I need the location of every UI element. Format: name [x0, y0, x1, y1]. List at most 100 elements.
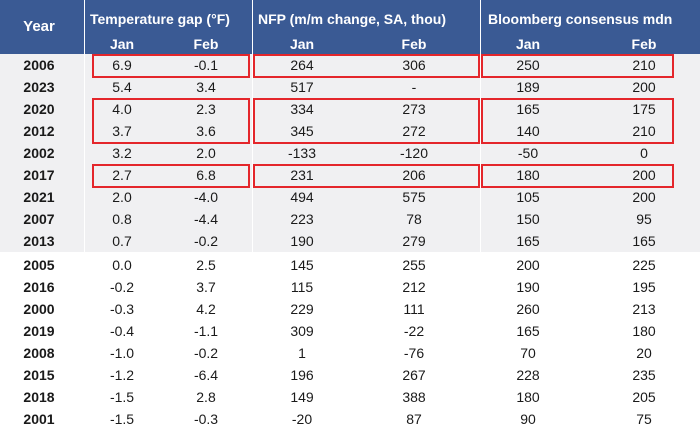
nfp-jan-cell: 309: [290, 323, 314, 339]
table-row: 2021 2.0 -4.0 494 575 105 200: [0, 186, 700, 208]
bloomberg-feb-cell: 195: [632, 279, 656, 295]
temp-feb-cell: 4.2: [196, 301, 216, 317]
temp-jan-cell: -1.2: [109, 367, 135, 383]
temp-jan-cell: 2.0: [112, 189, 132, 205]
highlight-box: [253, 98, 480, 144]
year-cell: 2001: [23, 411, 55, 427]
bloomberg-jan-cell: 140: [516, 123, 540, 139]
year-cell: 2005: [23, 257, 55, 273]
bloomberg-jan-cell: 260: [516, 301, 540, 317]
year-cell: 2023: [23, 79, 55, 95]
temp-feb-cell: -0.1: [193, 57, 219, 73]
nfp-jan-cell: 334: [290, 101, 314, 117]
column-divider: [252, 0, 253, 429]
temp-jan-cell: 0.7: [112, 233, 132, 249]
table-row: 2013 0.7 -0.2 190 279 165 165: [0, 230, 700, 252]
nfp-feb-cell: -: [411, 79, 417, 95]
highlight-box: [92, 164, 250, 188]
year-cell: 2021: [23, 189, 55, 205]
nfp-jan-cell: 345: [290, 123, 314, 139]
bloomberg-jan-cell: 165: [516, 101, 540, 117]
highlight-box: [481, 164, 674, 188]
bloomberg-consensus-header: Bloomberg consensus mdn: [488, 11, 673, 27]
nfp-feb-cell: -120: [399, 145, 429, 161]
temp-jan-cell: -0.2: [109, 279, 135, 295]
bloomberg-feb-cell: 20: [636, 345, 652, 361]
year-cell: 2016: [23, 279, 55, 295]
year-cell: 2012: [23, 123, 55, 139]
temp-jan-cell: -1.0: [109, 345, 135, 361]
nfp-jan-cell: 115: [290, 279, 314, 295]
bloomberg-jan-cell: 150: [516, 211, 540, 227]
temp-jan-cell: 3.2: [112, 145, 132, 161]
nfp-jan-header: Jan: [289, 36, 315, 52]
table-row: 2008 -1.0 -0.2 1 -76 70 20: [0, 342, 700, 364]
temp-jan-cell: -0.3: [109, 301, 135, 317]
table-row: 2015 -1.2 -6.4 196 267 228 235: [0, 364, 700, 386]
nfp-jan-cell: 1: [298, 345, 306, 361]
nfp-feb-cell: -76: [403, 345, 425, 361]
temp-jan-cell: 0.0: [112, 257, 132, 273]
table-row: 2016 -0.2 3.7 115 212 190 195: [0, 276, 700, 298]
bloomberg-jan-cell: 189: [516, 79, 540, 95]
temp-feb-cell: -6.4: [193, 367, 219, 383]
bloomberg-feb-cell: 0: [640, 145, 648, 161]
bloomberg-feb-cell: 75: [636, 411, 652, 427]
temp-jan-cell: -0.4: [109, 323, 135, 339]
temp-feb-cell: 6.8: [196, 167, 216, 183]
nfp-feb-cell: 306: [402, 57, 426, 73]
nfp-jan-cell: -133: [287, 145, 317, 161]
nfp-feb-cell: 272: [402, 123, 426, 139]
temp-feb-cell: 2.0: [196, 145, 216, 161]
nfp-jan-cell: 145: [290, 257, 314, 273]
nfp-jan-cell: 494: [290, 189, 314, 205]
nfp-jan-cell: 231: [290, 167, 314, 183]
year-cell: 2007: [23, 211, 55, 227]
temp-feb-cell: -0.2: [193, 345, 219, 361]
bloomberg-jan-cell: -50: [517, 145, 539, 161]
bloomberg-jan-cell: 180: [516, 167, 540, 183]
table-row: 2000 -0.3 4.2 229 111 260 213: [0, 298, 700, 320]
bloomberg-feb-cell: 200: [632, 79, 656, 95]
nfp-jan-cell: 517: [290, 79, 314, 95]
bloomberg-feb-cell: 210: [632, 123, 656, 139]
year-cell: 2002: [23, 145, 55, 161]
temp-jan-cell: 2.7: [112, 167, 132, 183]
bloomberg-jan-cell: 200: [516, 257, 540, 273]
nfp-feb-cell: 212: [402, 279, 426, 295]
column-divider: [84, 0, 85, 429]
temp-feb-cell: -4.0: [193, 189, 219, 205]
temp-feb-cell: -0.3: [193, 411, 219, 427]
table-row: 2020 4.0 2.3 334 273 165 175: [0, 98, 700, 120]
nfp-feb-cell: 575: [402, 189, 426, 205]
temp-jan-cell: 0.8: [112, 211, 132, 227]
temp-jan-cell: 6.9: [112, 57, 132, 73]
temp-feb-cell: 3.4: [196, 79, 216, 95]
bloomberg-jan-cell: 190: [516, 279, 540, 295]
table-row: 2012 3.7 3.6 345 272 140 210: [0, 120, 700, 142]
temp-feb-cell: 2.5: [196, 257, 216, 273]
year-cell: 2006: [23, 57, 55, 73]
table-row: 2023 5.4 3.4 517 - 189 200: [0, 76, 700, 98]
bloomberg-feb-cell: 180: [632, 323, 656, 339]
bloomberg-feb-cell: 200: [632, 189, 656, 205]
temp-jan-cell: 3.7: [112, 123, 132, 139]
bloomberg-feb-cell: 175: [632, 101, 656, 117]
year-cell: 2018: [23, 389, 55, 405]
highlight-box: [253, 54, 480, 78]
nfp-feb-cell: 388: [402, 389, 426, 405]
table-row: 2017 2.7 6.8 231 206 180 200: [0, 164, 700, 186]
table-row: 2018 -1.5 2.8 149 388 180 205: [0, 386, 700, 408]
nfp-feb-cell: 273: [402, 101, 426, 117]
nfp-feb-cell: 87: [406, 411, 422, 427]
temp-jan-cell: 4.0: [112, 101, 132, 117]
temp-jan-header: Jan: [109, 36, 135, 52]
temp-feb-cell: 2.8: [196, 389, 216, 405]
nfp-jan-cell: 223: [290, 211, 314, 227]
temp-jan-cell: -1.5: [109, 411, 135, 427]
bloomberg-feb-cell: 225: [632, 257, 656, 273]
table-row: 2005 0.0 2.5 145 255 200 225: [0, 254, 700, 276]
temp-jan-cell: -1.5: [109, 389, 135, 405]
bloomberg-feb-cell: 95: [636, 211, 652, 227]
